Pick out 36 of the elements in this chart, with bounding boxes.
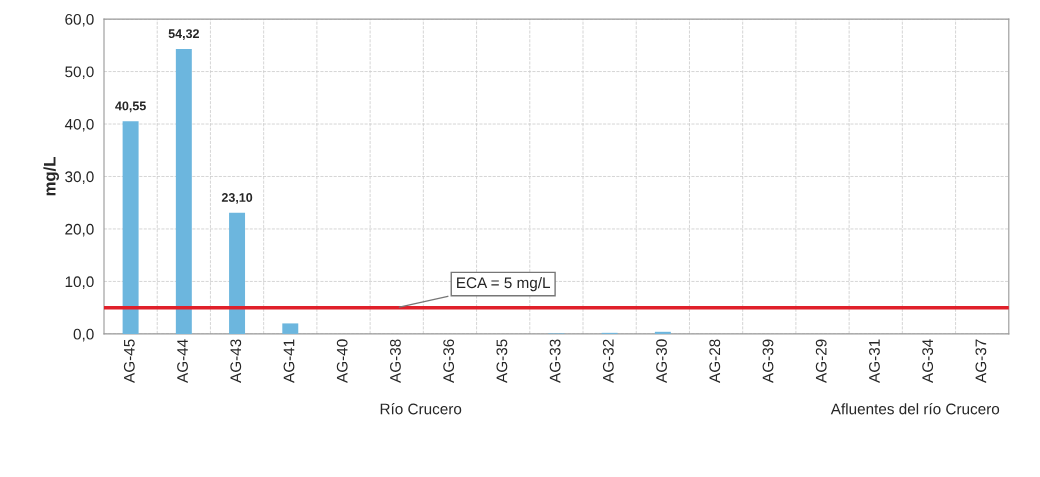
- x-tick-label: AG-35: [496, 339, 508, 383]
- x-tick-label: AG-39: [762, 339, 774, 383]
- x-tick-label: AG-38: [390, 339, 401, 383]
- y-tick-label: 40,0: [64, 118, 94, 132]
- x-tick-label: AG-43: [230, 339, 242, 383]
- text: Río Crucero: [380, 402, 462, 415]
- y-tick-label: 50,0: [65, 66, 94, 80]
- bar: [122, 121, 139, 334]
- ref-line-label: ECA = 5 mg/L: [457, 276, 551, 292]
- bar: [229, 212, 246, 334]
- x-tick-label: AG-37: [975, 339, 987, 383]
- x-tick-label: AG-28: [709, 339, 721, 383]
- x-tick-label: AG-33: [549, 339, 561, 383]
- bar: [175, 48, 192, 334]
- data-label: 40,55: [115, 101, 146, 113]
- bar: [654, 331, 671, 334]
- y-tick-label: 20,0: [65, 223, 94, 237]
- y-tick-label: 60,0: [65, 13, 94, 27]
- x-tick-label: AG-34: [922, 339, 934, 383]
- x-tick-label: AG-41: [283, 339, 295, 383]
- y-axis-title: mg/L: [43, 157, 59, 196]
- x-tick-label: AG-45: [123, 339, 135, 383]
- y-tick-label: 30,0: [65, 171, 94, 184]
- y-tick-label: 10,0: [65, 276, 94, 289]
- x-tick-label: AG-32: [602, 339, 614, 383]
- data-label: 54,32: [168, 29, 199, 40]
- data-label: 23,10: [221, 193, 253, 204]
- text: Afluentes del río Crucero: [830, 402, 1000, 415]
- x-tick-label: AG-36: [443, 339, 455, 383]
- x-tick-label: AG-29: [815, 339, 827, 383]
- x-tick-label: AG-40: [336, 339, 348, 383]
- y-tick-label: 0,0: [73, 328, 94, 342]
- bar: [282, 323, 299, 334]
- x-tick-label: AG-30: [656, 339, 667, 383]
- x-tick-label: AG-31: [869, 339, 880, 383]
- x-tick-label: AG-44: [177, 339, 188, 383]
